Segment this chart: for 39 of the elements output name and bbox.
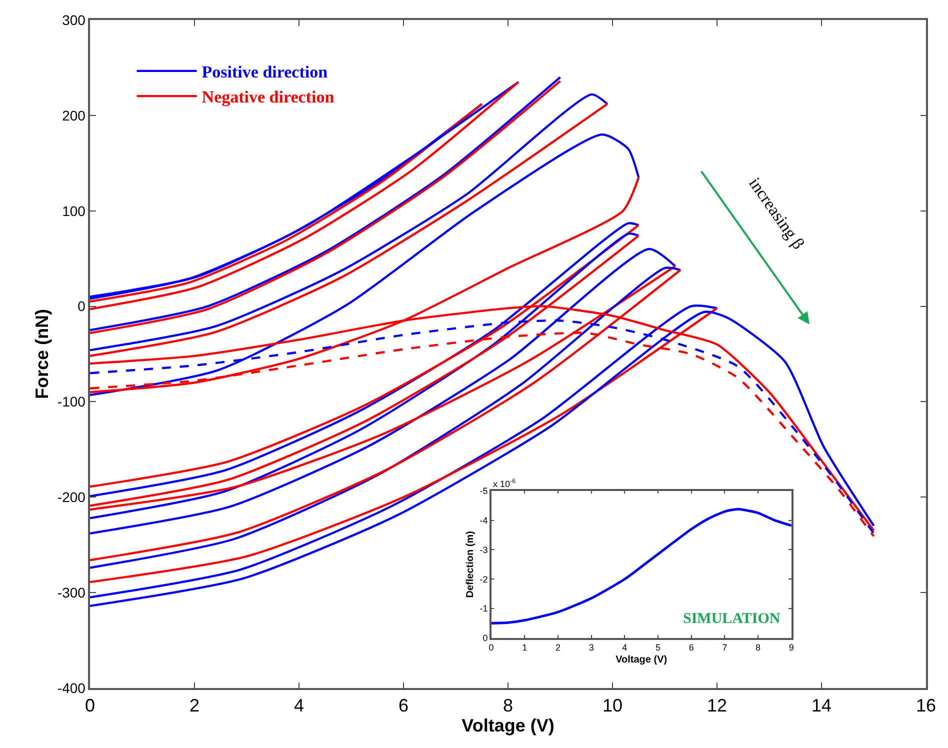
- x-tick-label: 8: [756, 642, 761, 652]
- x-tick-label: 12: [706, 695, 728, 716]
- annotation: x 10$^{-6}$: [493, 478, 516, 489]
- x-tick-label: 7: [722, 642, 728, 652]
- y-tick-label: -100: [57, 394, 86, 410]
- y-tick-label: 0: [78, 298, 86, 314]
- legend-label: Positive direction: [202, 62, 328, 82]
- annotation: SIMULATION: [683, 611, 780, 627]
- y-tick-label: 300: [62, 12, 86, 28]
- y-tick-label: -3: [480, 544, 488, 555]
- x-tick-label: 1: [522, 642, 528, 652]
- y-tick-label: -4: [480, 515, 488, 526]
- y-tick-label: -200: [57, 489, 86, 506]
- x-axis-title: Voltage (V): [616, 654, 668, 666]
- y-tick-label: 100: [62, 202, 86, 219]
- x-tick-label: 10: [602, 695, 623, 716]
- legend-label: Negative direction: [202, 88, 335, 107]
- x-tick-label: 4: [294, 695, 304, 716]
- y-tick-label: -5: [480, 486, 488, 496]
- x-tick-label: 14: [811, 695, 832, 716]
- x-axis-title: Voltage (V): [462, 715, 554, 736]
- x-tick-label: 5: [656, 642, 661, 652]
- y-axis-title: Deflection (m): [465, 531, 476, 598]
- x-tick-label: 16: [916, 695, 936, 716]
- x-tick-label: 6: [398, 695, 409, 716]
- x-tick-label: 4: [622, 642, 628, 652]
- y-tick-label: -400: [57, 680, 86, 696]
- x-tick-label: 8: [502, 695, 514, 716]
- y-tick-label: 200: [62, 107, 86, 124]
- x-tick-label: 6: [688, 642, 694, 652]
- y-tick-label: -1: [480, 604, 488, 614]
- x-tick-label: 3: [588, 642, 594, 652]
- y-tick-label: -2: [480, 574, 488, 584]
- x-tick-label: 2: [555, 642, 560, 652]
- y-tick-label: -300: [57, 584, 86, 600]
- x-tick-label: 9: [788, 642, 794, 652]
- y-tick-label: 0: [482, 633, 488, 644]
- x-tick-label: 2: [189, 695, 200, 716]
- y-axis-title: Force (nN): [32, 308, 52, 399]
